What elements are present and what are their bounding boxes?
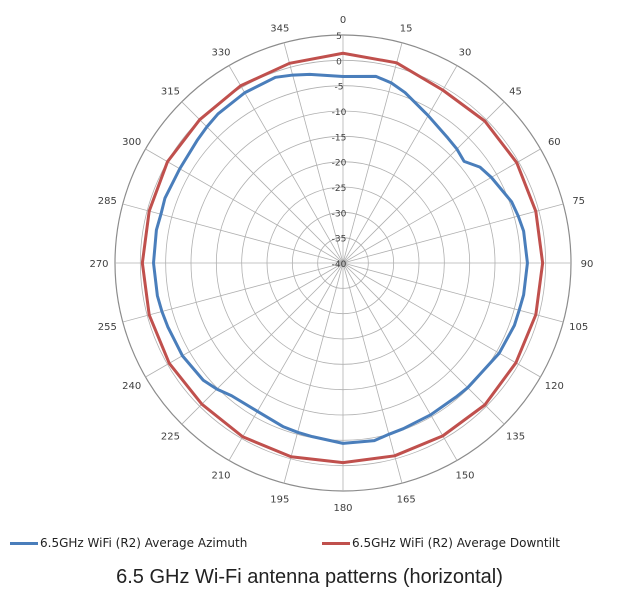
polar-series: [140, 51, 545, 465]
polar-grid: [114, 34, 572, 492]
legend: 6.5GHz WiFi (R2) Average Azimuth 6.5GHz …: [0, 536, 619, 558]
grid-spoke: [342, 262, 458, 461]
angle-tick-label: 135: [506, 432, 525, 443]
grid-spoke: [342, 65, 458, 264]
angle-tick-label: 330: [211, 48, 230, 59]
angle-tick-label: 105: [569, 322, 588, 333]
grid-spoke: [342, 101, 505, 264]
angle-tick-label: 240: [122, 381, 141, 392]
angle-tick-label: 225: [161, 432, 180, 443]
grid-spoke: [145, 262, 344, 378]
angle-tick-label: 315: [161, 86, 180, 97]
grid-spoke: [228, 65, 344, 264]
series-line-azimuth: [152, 72, 529, 445]
angle-tick-label: 15: [400, 23, 413, 34]
polar-chart: 0 15 30 45 60 75 90 105 120 135 150 165 180 195 210 225…: [89, 15, 593, 514]
radial-tick-label: -40: [332, 260, 347, 270]
angle-tick-label: 285: [98, 196, 117, 207]
legend-label-downtilt: 6.5GHz WiFi (R2) Average Downtilt: [352, 536, 560, 550]
radial-tick-label: -25: [332, 184, 347, 194]
angle-tick-label: 150: [455, 470, 474, 481]
angle-tick-label: 75: [572, 196, 585, 207]
radial-tick-label: -15: [332, 133, 347, 143]
grid-spoke: [283, 42, 344, 264]
angle-tick-label: 60: [548, 137, 561, 148]
series-line-downtilt: [140, 51, 545, 465]
grid-spoke: [342, 262, 541, 378]
legend-label-azimuth: 6.5GHz WiFi (R2) Average Azimuth: [40, 536, 248, 550]
figure-caption: 6.5 GHz Wi-Fi antenna patterns (horizont…: [116, 566, 503, 588]
grid-spoke: [145, 148, 344, 264]
legend-swatch-downtilt: [322, 541, 350, 545]
angle-tick-label: 45: [509, 86, 522, 97]
grid-spoke: [122, 203, 344, 264]
legend-swatch-azimuth: [10, 541, 38, 545]
legend-item-downtilt: 6.5GHz WiFi (R2) Average Downtilt: [322, 536, 560, 550]
grid-spoke: [342, 148, 541, 264]
angle-tick-label: 180: [333, 503, 352, 514]
angle-tick-label: 165: [397, 495, 416, 506]
grid-spoke: [181, 101, 344, 264]
radial-tick-label: -10: [332, 108, 347, 118]
angle-tick-label: 30: [459, 48, 472, 59]
angle-tick-label: 255: [98, 322, 117, 333]
angle-tick-label: 195: [270, 495, 289, 506]
grid-spoke: [342, 262, 505, 425]
radial-tick-label: -35: [332, 235, 347, 245]
polar-tick-labels: 0 15 30 45 60 75 90 105 120 135 150 165 180 195 210 225…: [89, 15, 593, 514]
grid-spoke: [342, 262, 403, 484]
grid-spoke: [342, 262, 564, 323]
angle-tick-label: 90: [581, 259, 594, 270]
grid-spoke: [228, 262, 344, 461]
angle-tick-label: 210: [211, 470, 230, 481]
grid-spoke: [342, 42, 403, 264]
grid-spoke: [181, 262, 344, 425]
grid-spoke: [342, 203, 564, 264]
legend-item-azimuth: 6.5GHz WiFi (R2) Average Azimuth: [10, 536, 247, 550]
angle-tick-label: 120: [545, 381, 564, 392]
radial-tick-label: -5: [335, 83, 344, 93]
radial-tick-label: -20: [332, 159, 347, 169]
angle-tick-label: 0: [340, 15, 346, 26]
angle-tick-label: 270: [89, 259, 108, 270]
radial-tick-label: -30: [332, 209, 347, 219]
angle-tick-label: 345: [270, 23, 289, 34]
angle-tick-label: 300: [122, 137, 141, 148]
grid-spoke: [122, 262, 344, 323]
grid-spoke: [283, 262, 344, 484]
radial-tick-label: 0: [336, 57, 342, 67]
radial-tick-label: 5: [336, 32, 342, 42]
